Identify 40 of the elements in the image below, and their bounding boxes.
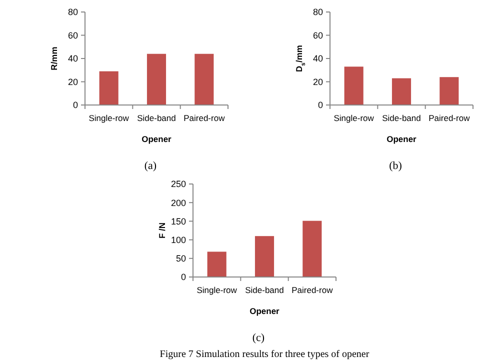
x-axis-title: Opener — [386, 134, 418, 144]
y-tick-label: 0 — [72, 100, 78, 110]
x-tick-label: Single-row — [334, 113, 375, 123]
bar — [392, 78, 412, 105]
y-tick-label: 100 — [170, 234, 186, 245]
x-tick-label: Paired-row — [292, 285, 334, 295]
y-axis-title: R/mm — [49, 46, 59, 70]
x-tick-label: Side-band — [137, 113, 176, 123]
y-tick-label: 40 — [68, 54, 78, 64]
bar — [254, 236, 274, 277]
y-tick-label: 40 — [312, 54, 323, 64]
x-tick-label: Paired-row — [184, 113, 226, 123]
text: (b) — [389, 160, 402, 172]
y-tick-label: 0 — [180, 272, 186, 282]
y-tick-label: 20 — [312, 76, 323, 87]
x-tick-label: Paired-row — [428, 113, 471, 123]
x-tick-label: Single-row — [88, 113, 130, 123]
y-tick-label: 80 — [68, 7, 78, 18]
x-tick-label: Side-band — [382, 113, 422, 123]
x-axis-title: Opener — [250, 306, 280, 316]
y-tick-label: 150 — [170, 216, 186, 226]
bar — [207, 252, 226, 277]
x-tick-label: Side-band — [245, 285, 284, 295]
bar — [344, 66, 364, 105]
y-tick-label: 60 — [312, 30, 323, 40]
bar — [302, 220, 322, 277]
y-tick-label: 60 — [68, 30, 78, 40]
y-tick-label: 250 — [170, 179, 186, 190]
y-tick-label: 50 — [176, 254, 186, 264]
x-axis-title: Opener — [142, 134, 172, 144]
y-tick-label: 20 — [68, 76, 78, 87]
text: (a) — [144, 160, 157, 172]
bar — [440, 77, 459, 105]
text: (c) — [252, 332, 265, 344]
y-tick-label: 200 — [170, 198, 186, 208]
caption: Figure 7 Simulation results for three types of opener — [160, 349, 370, 360]
y-tick-label: 0 — [318, 100, 323, 110]
y-axis-title: F /N — [157, 222, 167, 239]
x-tick-label: Single-row — [196, 285, 238, 295]
y-tick-label: 80 — [312, 7, 323, 18]
